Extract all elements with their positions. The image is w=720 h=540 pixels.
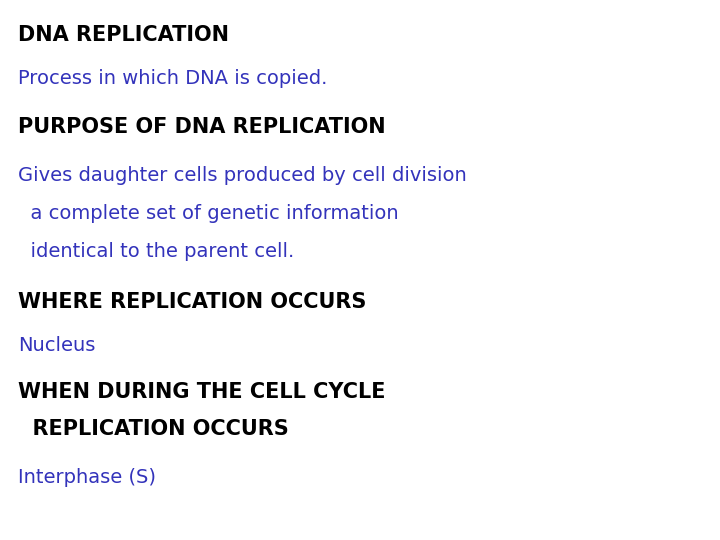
Text: a complete set of genetic information: a complete set of genetic information [18,204,399,223]
Text: WHEN DURING THE CELL CYCLE: WHEN DURING THE CELL CYCLE [18,381,385,402]
Text: PURPOSE OF DNA REPLICATION: PURPOSE OF DNA REPLICATION [18,117,386,137]
Text: DNA REPLICATION: DNA REPLICATION [18,25,229,45]
Text: WHERE REPLICATION OCCURS: WHERE REPLICATION OCCURS [18,292,366,313]
Text: Gives daughter cells produced by cell division: Gives daughter cells produced by cell di… [18,166,467,185]
Text: REPLICATION OCCURS: REPLICATION OCCURS [18,419,289,440]
Text: identical to the parent cell.: identical to the parent cell. [18,241,294,261]
Text: Process in which DNA is copied.: Process in which DNA is copied. [18,69,328,88]
Text: Interphase (S): Interphase (S) [18,468,156,488]
Text: Nucleus: Nucleus [18,336,95,355]
